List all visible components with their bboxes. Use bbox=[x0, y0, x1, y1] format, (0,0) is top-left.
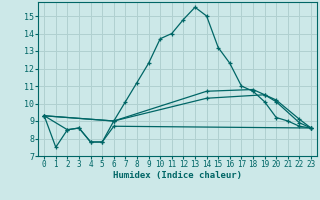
X-axis label: Humidex (Indice chaleur): Humidex (Indice chaleur) bbox=[113, 171, 242, 180]
